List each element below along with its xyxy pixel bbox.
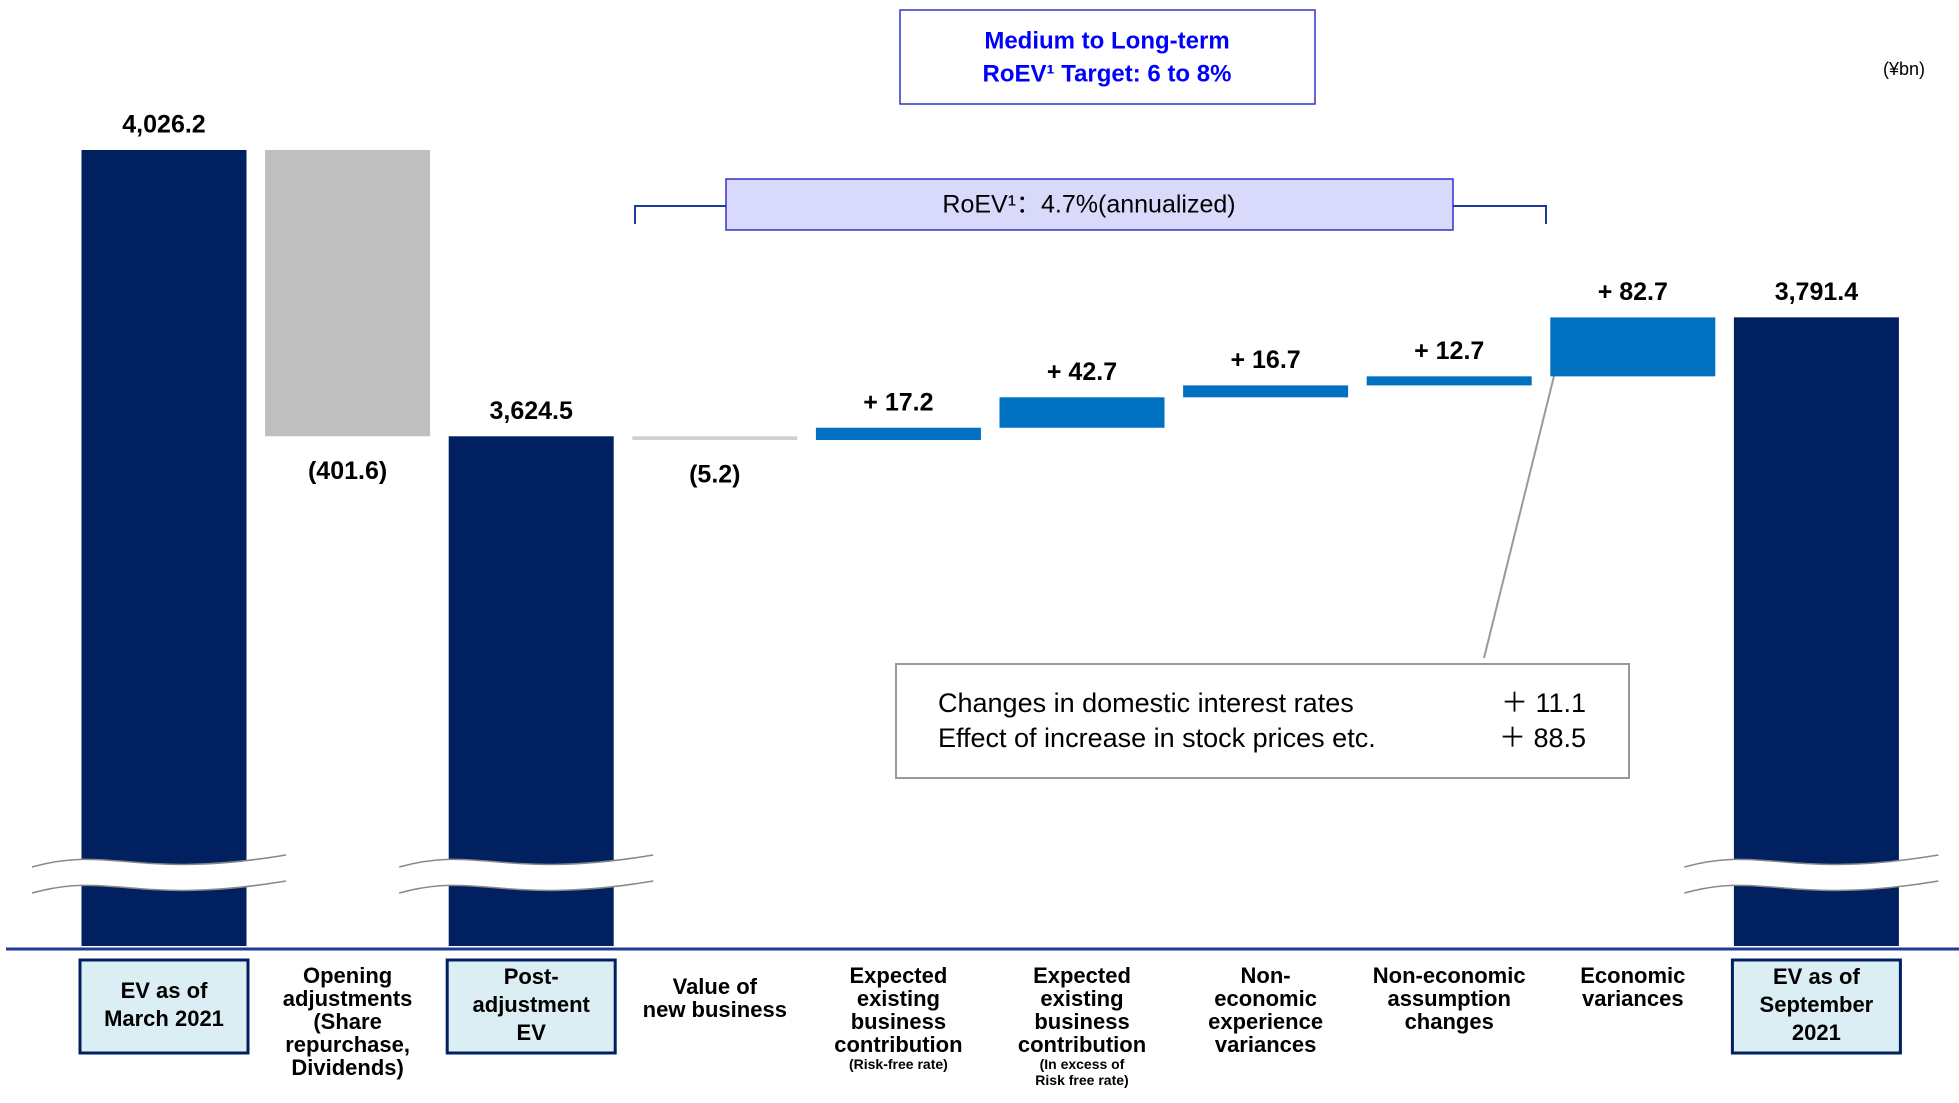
value-label: (5.2) — [689, 461, 740, 489]
target-line: Medium to Long-term — [984, 27, 1229, 54]
category-label: Non-economic assumption changes — [1373, 963, 1526, 1034]
category-label: Post-adjustment EV — [473, 964, 591, 1045]
breakdown-label: Changes in domestic interest rates — [938, 688, 1354, 718]
axis-break — [399, 855, 654, 893]
category-label: EV as of March 2021 — [104, 978, 224, 1031]
bar — [815, 427, 981, 440]
value-label: + 17.2 — [863, 388, 933, 416]
axis-break-line — [31, 854, 287, 868]
value-label: + 12.7 — [1414, 337, 1484, 365]
axis-break — [1684, 855, 1939, 893]
roev-box — [725, 178, 1454, 231]
value-label: (401.6) — [308, 457, 387, 485]
category-box — [1730, 958, 1902, 1055]
category-label: Expected existing business contribution — [834, 963, 962, 1057]
roev-text: RoEV¹：4.7%(annualized) — [942, 191, 1235, 219]
bar — [1733, 317, 1899, 946]
breakdown-box — [895, 663, 1630, 779]
breakdown-value: ＋ 11.1 — [1501, 688, 1586, 718]
bar — [999, 397, 1165, 428]
axis-break-line — [399, 880, 654, 894]
category-box — [78, 958, 250, 1055]
category-label: Expected existing business contribution — [1018, 963, 1146, 1057]
target-line: RoEV¹ Target: 6 to 8% — [983, 60, 1232, 87]
value-label: 3,791.4 — [1775, 278, 1859, 306]
category-label: Value of new business — [643, 974, 787, 1022]
axis-break-line — [1684, 854, 1939, 868]
value-label: + 42.7 — [1047, 358, 1117, 386]
axis-break-line — [31, 880, 287, 894]
category-label: EV as of September 2021 — [1760, 964, 1874, 1045]
target-box — [899, 9, 1316, 105]
category-note: (Risk-free rate) — [849, 1056, 948, 1072]
unit-label: (¥bn) — [1883, 59, 1925, 79]
value-label: 3,624.5 — [489, 397, 573, 425]
axis-break-line — [399, 854, 654, 868]
axis-break — [32, 855, 286, 893]
connector — [1483, 367, 1557, 659]
bar — [265, 150, 431, 437]
bar — [632, 436, 798, 440]
bar — [81, 150, 247, 946]
breakdown-label: Effect of increase in stock prices etc. — [938, 723, 1376, 753]
category-note: (In excess of Risk free rate) — [1035, 1056, 1128, 1088]
category-box — [445, 958, 617, 1055]
value-label: + 16.7 — [1230, 346, 1300, 374]
bar — [1183, 385, 1349, 398]
axis-break-line — [1684, 880, 1939, 894]
category-label: Non-economic experience variances — [1208, 963, 1323, 1057]
bar — [1550, 317, 1716, 377]
bar — [1366, 376, 1532, 386]
category-label: Economic variances — [1580, 963, 1685, 1011]
value-label: 4,026.2 — [122, 111, 205, 139]
value-label: + 82.7 — [1598, 278, 1668, 306]
breakdown-value: ＋ 88.5 — [1499, 723, 1586, 753]
category-label: Opening adjustments (Share repurchase, Divid… — [283, 963, 413, 1080]
